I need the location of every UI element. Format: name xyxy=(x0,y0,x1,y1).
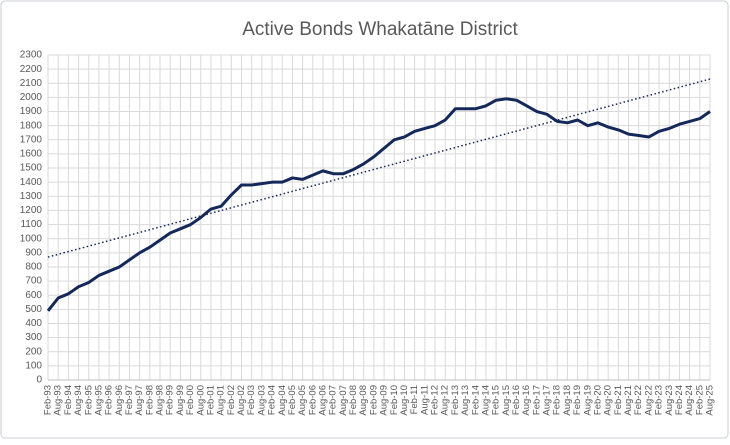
x-tick-label: Aug-25 xyxy=(705,385,716,416)
x-tick-label: Feb-97 xyxy=(124,385,135,415)
y-tick-label: 1900 xyxy=(20,106,43,117)
y-tick-label: 400 xyxy=(25,318,42,329)
y-tick-label: 1400 xyxy=(20,177,43,188)
y-tick-label: 2100 xyxy=(20,78,43,89)
y-tick-label: 1500 xyxy=(20,163,43,174)
x-tick-label: Feb-98 xyxy=(144,385,155,415)
x-tick-label: Aug-02 xyxy=(236,385,247,416)
y-tick-label: 0 xyxy=(36,375,42,386)
x-tick-label: Aug-95 xyxy=(93,385,104,416)
x-tick-label: Aug-05 xyxy=(297,385,308,416)
x-tick-label: Feb-14 xyxy=(470,385,481,415)
x-tick-label: Feb-09 xyxy=(368,385,379,415)
x-tick-label: Aug-97 xyxy=(134,385,145,416)
x-tick-label: Aug-10 xyxy=(399,385,410,416)
x-tick-label: Feb-08 xyxy=(348,385,359,415)
x-tick-label: Feb-12 xyxy=(430,385,441,415)
y-tick-label: 1000 xyxy=(20,233,43,244)
x-tick-label: Feb-24 xyxy=(674,385,685,415)
y-tick-label: 1700 xyxy=(20,134,43,145)
x-tick-label: Feb-10 xyxy=(389,385,400,415)
x-tick-label: Aug-14 xyxy=(480,385,491,416)
x-tick-label: Aug-09 xyxy=(379,385,390,416)
y-tick-label: 2000 xyxy=(20,92,43,103)
y-tick-label: 1600 xyxy=(20,149,43,160)
y-tick-label: 200 xyxy=(25,346,42,357)
x-tick-label: Aug-13 xyxy=(460,385,471,416)
x-tick-label: Feb-96 xyxy=(104,385,115,415)
y-tick-label: 1100 xyxy=(20,219,42,230)
x-tick-label: Aug-18 xyxy=(562,385,573,416)
x-tick-label: Aug-03 xyxy=(256,385,267,416)
x-tick-label: Aug-21 xyxy=(623,385,634,416)
x-tick-label: Aug-17 xyxy=(542,385,553,416)
y-tick-label: 100 xyxy=(25,361,42,372)
x-tick-label: Aug-16 xyxy=(521,385,532,416)
data-line xyxy=(46,97,711,312)
x-tick-label: Feb-02 xyxy=(226,385,237,415)
x-tick-label: Feb-00 xyxy=(185,385,196,415)
x-tick-label: Feb-04 xyxy=(267,385,278,415)
y-tick-label: 300 xyxy=(25,332,42,343)
y-tick-label: 2300 xyxy=(20,50,43,61)
x-tick-label: Feb-06 xyxy=(307,385,318,415)
y-tick-label: 1300 xyxy=(20,191,43,202)
y-tick-label: 1800 xyxy=(20,120,43,131)
x-tick-label: Feb-22 xyxy=(633,385,644,415)
y-tick-label: 700 xyxy=(25,276,42,287)
x-tick-label: Aug-00 xyxy=(195,385,206,416)
y-tick-label: 500 xyxy=(25,304,42,315)
x-tick-label: Aug-24 xyxy=(684,385,695,416)
y-tick-label: 800 xyxy=(25,262,42,273)
x-tick-label: Aug-06 xyxy=(318,385,329,416)
x-tick-label: Feb-21 xyxy=(613,385,624,415)
x-tick-label: Feb-94 xyxy=(63,385,74,415)
x-tick-label: Aug-93 xyxy=(53,385,64,416)
x-tick-label: Feb-25 xyxy=(694,385,705,415)
y-tick-label: 2200 xyxy=(20,64,43,75)
x-tick-label: Feb-99 xyxy=(165,385,176,415)
x-tick-label: Feb-93 xyxy=(43,385,54,415)
x-tick-label: Aug-20 xyxy=(603,385,614,416)
y-tick-label: 1200 xyxy=(20,205,43,216)
chart-title: Active Bonds Whakatāne District xyxy=(242,19,518,40)
x-tick-label: Feb-15 xyxy=(491,385,502,415)
x-tick-label: Aug-12 xyxy=(440,385,451,416)
x-tick-label: Aug-07 xyxy=(338,385,349,416)
x-tick-label: Feb-03 xyxy=(246,385,257,415)
x-tick-label: Aug-98 xyxy=(155,385,166,416)
x-tick-label: Aug-08 xyxy=(358,385,369,416)
y-tick-label: 600 xyxy=(25,290,42,301)
x-tick-label: Feb-20 xyxy=(592,385,603,415)
x-tick-label: Feb-07 xyxy=(328,385,339,415)
x-tick-label: Aug-99 xyxy=(175,385,186,416)
x-tick-label: Aug-01 xyxy=(216,385,227,416)
x-tick-label: Aug-15 xyxy=(501,385,512,416)
x-tick-label: Feb-23 xyxy=(654,385,665,415)
x-tick-label: Feb-05 xyxy=(287,385,298,415)
x-tick-label: Feb-95 xyxy=(83,385,94,415)
x-tick-label: Aug-19 xyxy=(582,385,593,416)
x-tick-label: Aug-96 xyxy=(114,385,125,416)
x-tick-label: Aug-23 xyxy=(664,385,675,416)
x-tick-label: Aug-04 xyxy=(277,385,288,416)
x-tick-label: Feb-16 xyxy=(511,385,522,415)
x-tick-label: Feb-17 xyxy=(531,385,542,415)
x-tick-label: Aug-11 xyxy=(419,385,430,415)
x-tick-label: Feb-11 xyxy=(409,385,420,414)
x-tick-label: Feb-13 xyxy=(450,385,461,415)
x-tick-label: Feb-19 xyxy=(572,385,583,415)
y-tick-label: 900 xyxy=(25,247,42,258)
x-tick-label: Feb-18 xyxy=(552,385,563,415)
x-tick-label: Aug-22 xyxy=(643,385,654,416)
x-tick-label: Aug-94 xyxy=(73,385,84,416)
x-tick-label: Feb-01 xyxy=(205,385,216,415)
